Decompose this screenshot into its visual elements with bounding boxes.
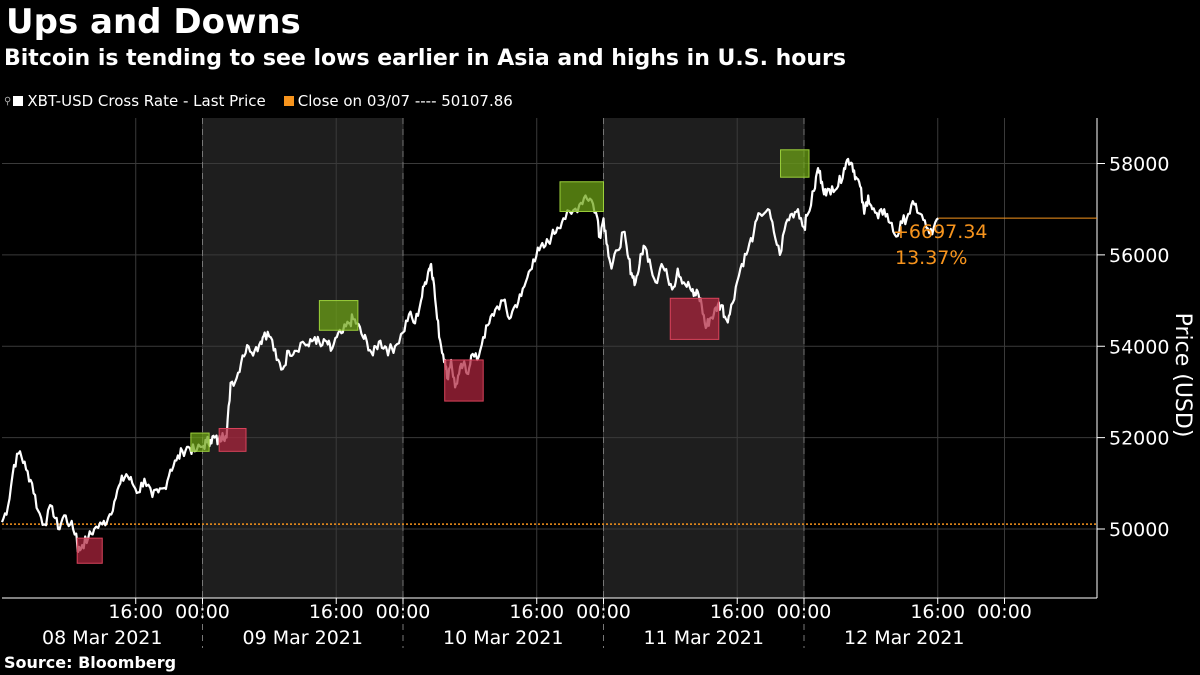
y-tick-label: 52000	[1109, 428, 1169, 450]
high-box-2	[318, 300, 359, 331]
x-time-label: 16:00	[509, 601, 564, 623]
box-layer	[76, 149, 810, 564]
x-day-label: 08 Mar 2021	[42, 627, 162, 649]
chart-subtitle: Bitcoin is tending to see lows earlier i…	[4, 46, 846, 71]
legend-label-price: XBT-USD Cross Rate - Last Price	[27, 92, 266, 110]
axis-layer: 50000 52000 54000 56000 58000 Price (USD) 16:0…	[2, 118, 1195, 649]
high-box-4	[780, 149, 810, 178]
x-time-label: 00:00	[376, 601, 431, 623]
chart-title: Ups and Downs	[6, 2, 301, 42]
x-day-label: 11 Mar 2021	[644, 627, 764, 649]
x-time-label: 16:00	[710, 601, 765, 623]
x-time-label: 16:00	[108, 601, 163, 623]
low-box-3	[444, 359, 484, 402]
y-axis-title: Price (USD)	[1170, 313, 1195, 438]
shade-layer	[202, 118, 804, 598]
x-time-label: 00:00	[777, 601, 832, 623]
shaded-day-band	[202, 118, 403, 598]
x-time-label: 16:00	[910, 601, 965, 623]
x-day-label: 09 Mar 2021	[243, 627, 363, 649]
low-box-2	[218, 427, 247, 452]
annotation-layer: +6697.34 13.37%	[893, 217, 1097, 269]
low-box-4	[669, 297, 720, 340]
price-line-layer	[0, 157, 939, 553]
legend: ⚲ XBT-USD Cross Rate - Last Price Close …	[4, 92, 531, 110]
high-box-3	[559, 181, 605, 212]
y-tick-label: 58000	[1109, 154, 1169, 176]
x-day-label: 10 Mar 2021	[443, 627, 563, 649]
x-time-label: 00:00	[175, 601, 230, 623]
x-time-label: 00:00	[576, 601, 631, 623]
pin-icon: ⚲	[4, 95, 12, 107]
shaded-day-band	[603, 118, 804, 598]
last-change-percent: 13.37%	[895, 247, 967, 269]
y-tick-label: 50000	[1109, 519, 1169, 541]
y-tick-label: 56000	[1109, 245, 1169, 267]
last-change-absolute: +6697.34	[893, 221, 988, 243]
source-note: Source: Bloomberg	[4, 653, 177, 672]
x-day-label: 12 Mar 2021	[844, 627, 964, 649]
low-box-1	[76, 537, 103, 564]
legend-label-close: Close on 03/07 ---- 50107.86	[297, 92, 513, 110]
grid-layer	[2, 118, 1097, 648]
legend-swatch-close	[283, 96, 294, 106]
high-box-1	[190, 432, 210, 452]
y-tick-label: 54000	[1109, 336, 1169, 358]
legend-item-price: ⚲ XBT-USD Cross Rate - Last Price	[4, 92, 266, 110]
price-line	[0, 157, 939, 553]
x-time-label: 16:00	[309, 601, 364, 623]
legend-swatch-price	[13, 96, 24, 106]
x-time-label: 00:00	[977, 601, 1032, 623]
legend-item-close: Close on 03/07 ---- 50107.86	[283, 92, 513, 110]
